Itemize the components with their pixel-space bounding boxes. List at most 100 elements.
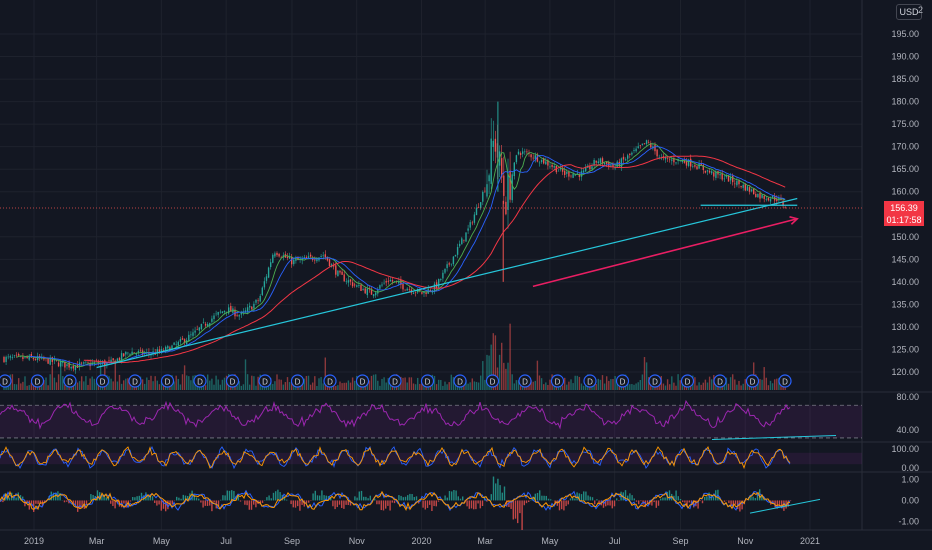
volume-bar [165,385,167,390]
candle-body [270,262,272,268]
dividend-marker [648,374,662,388]
candle-body [748,187,751,192]
macd-histogram-bar [204,500,206,506]
macd-signal-line [0,490,791,511]
macd-histogram-bar [72,500,74,505]
macd-histogram-bar [453,489,455,501]
macd-histogram-bar [756,493,759,501]
macd-axis-label: -1.00 [898,517,919,527]
dividend-marker-label: D [555,377,561,386]
macd-histogram-bar [545,495,547,501]
macd-histogram-bar [365,496,367,501]
macd-histogram-bar [750,494,752,501]
macd-histogram-bar [123,500,125,504]
macd-histogram-bar [567,500,569,505]
volume-bar [173,381,175,390]
volume-bar [150,375,152,390]
macd-histogram-bar [759,489,761,501]
macd-histogram-bar [176,496,178,501]
volume-bar [215,375,217,390]
volume-bar [389,382,392,390]
candle-body [639,145,641,146]
macd-histogram-bar [402,497,404,501]
candle-body [200,323,203,330]
currency-button[interactable]: USD [896,4,922,20]
dividend-marker [323,374,337,388]
macd-histogram-bar [424,500,426,510]
candle-body [669,159,671,161]
macd-histogram-bar [651,500,653,506]
volume-bar [141,379,144,390]
volume-bar [55,382,58,390]
price-axis-label: 190.00 [891,52,919,62]
volume-bar [597,378,599,390]
volume-bar [410,377,413,390]
candle-body [345,281,347,283]
candle-body [364,288,366,294]
volume-bar [404,377,406,390]
macd-histogram-bar [444,495,446,501]
price-axis-label: 145.00 [891,254,919,264]
candle-body [511,174,513,201]
macd-histogram-bar [140,492,143,501]
volume-bar [322,383,324,390]
volume-bar [379,385,381,390]
macd-histogram-bar [138,495,140,501]
candle-body [503,175,505,196]
candle-body [501,158,503,178]
candle-body [543,157,545,164]
candle-body [276,252,278,256]
macd-histogram-bar [323,495,325,501]
volume-bar [221,379,224,390]
stoch-axis-label: 100.00 [891,444,919,454]
volume-bar [127,378,129,390]
candle-body [263,281,266,288]
candle-body [272,254,274,263]
candle-body [696,166,698,169]
macd-histogram-bar [66,500,68,502]
macd-histogram-bar [539,490,541,501]
macd-histogram-bar [354,496,356,501]
volume-bar [13,384,16,390]
macd-histogram-bar [33,500,35,512]
volume-bar [576,375,578,390]
volume-bar [158,384,161,390]
volume-bar [662,383,665,390]
macd-histogram-bar [479,500,481,509]
volume-bar [110,378,112,390]
macd-histogram-bar [660,498,662,501]
volume-bar [179,384,182,390]
volume-bar [349,382,352,390]
volume-bar [501,342,503,390]
candle-body [375,292,377,296]
volume-bar [255,385,257,390]
candle-body [666,158,669,159]
candle-body [57,362,60,367]
macd-histogram-bar [380,500,382,511]
volume-bar [704,379,707,390]
candle-body [715,171,717,178]
dividend-marker-label: D [35,377,41,386]
volume-bar [417,377,419,390]
macd-histogram-bar [470,500,473,509]
candle-body [721,173,723,180]
candle-body [473,214,476,223]
macd-histogram-bar [688,500,690,503]
volume-bar [309,384,312,390]
candle-body [221,311,224,314]
macd-histogram-bar [222,495,224,501]
volume-bar [545,382,547,390]
volume-bar [671,376,673,390]
volume-bar [246,374,249,390]
candle-body [108,360,110,361]
macd-histogram-bar [429,500,431,505]
macd-histogram-bar [200,500,202,503]
macd-histogram-bar [292,500,294,508]
candle-body [131,351,133,355]
volume-bar [45,377,47,390]
macd-histogram-bar [580,494,583,501]
candle-body [127,352,129,354]
macd-histogram-bar [156,500,158,506]
macd-histogram-bar [182,494,184,501]
